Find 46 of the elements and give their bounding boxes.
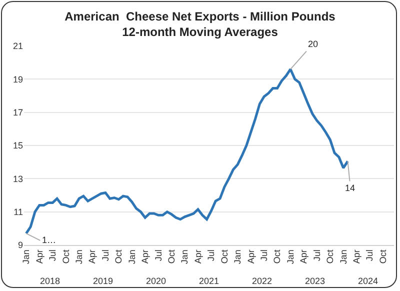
x-tick-label: Oct	[60, 249, 71, 264]
x-tick-label: Jan	[126, 250, 137, 264]
chart-title: American Cheese Net Exports - Million Pounds 12-month Moving Averages	[64, 9, 336, 39]
x-tick-label: Jul	[153, 250, 164, 262]
data-label: 1…	[42, 235, 56, 245]
x-tick-label: Apr	[246, 250, 256, 264]
x-tick-label: Apr	[298, 250, 309, 264]
x-tick-label: Jan	[338, 250, 348, 264]
x-tick-label: Apr	[192, 250, 203, 264]
data-label: 14	[345, 183, 356, 193]
x-tick-label: Oct	[272, 249, 282, 264]
x-tick-label: Jul	[48, 250, 58, 262]
x-tick-label: Apr	[351, 250, 362, 264]
data-label: 20	[308, 39, 318, 49]
text: 2023	[305, 276, 326, 286]
text: 2022	[252, 276, 272, 286]
x-tick-label: Oct	[166, 249, 176, 264]
text: 2021	[199, 276, 220, 286]
x-tick-label: Apr	[87, 250, 98, 264]
y-tick-label: 17	[12, 107, 23, 118]
x-tick-label: Jul	[312, 250, 322, 262]
x-tick-label: Apr	[140, 250, 150, 264]
x-tick-label: Oct	[114, 249, 124, 264]
y-tick-label: 21	[12, 41, 23, 52]
y-tick-label: 19	[12, 74, 23, 84]
x-tick-label: Jul	[258, 250, 269, 262]
text: 2020	[146, 276, 166, 286]
y-tick-label: 9	[18, 240, 23, 250]
x-tick-label: Oct	[219, 249, 230, 264]
text: 2018	[40, 276, 60, 286]
y-tick-label: 11	[14, 206, 23, 217]
x-tick-label: Jul	[206, 250, 216, 262]
x-tick-label: Jul	[364, 250, 375, 262]
x-tick-label: Jan	[21, 250, 32, 264]
x-tick-label: Oct	[325, 249, 336, 264]
x-tick-label: Apr	[34, 250, 44, 264]
y-tick-label: 15	[12, 140, 23, 151]
x-tick-label: Jul	[100, 250, 110, 262]
x-tick-label: Jan	[285, 250, 296, 264]
x-tick-label: Jan	[180, 250, 190, 264]
text: 2019	[93, 276, 114, 286]
x-tick-label: Oct	[378, 249, 388, 264]
x-tick-label: Jan	[74, 250, 84, 264]
x-tick-label: Jan	[232, 250, 243, 264]
text: 2024	[358, 276, 378, 286]
y-tick-label: 13	[12, 174, 23, 184]
